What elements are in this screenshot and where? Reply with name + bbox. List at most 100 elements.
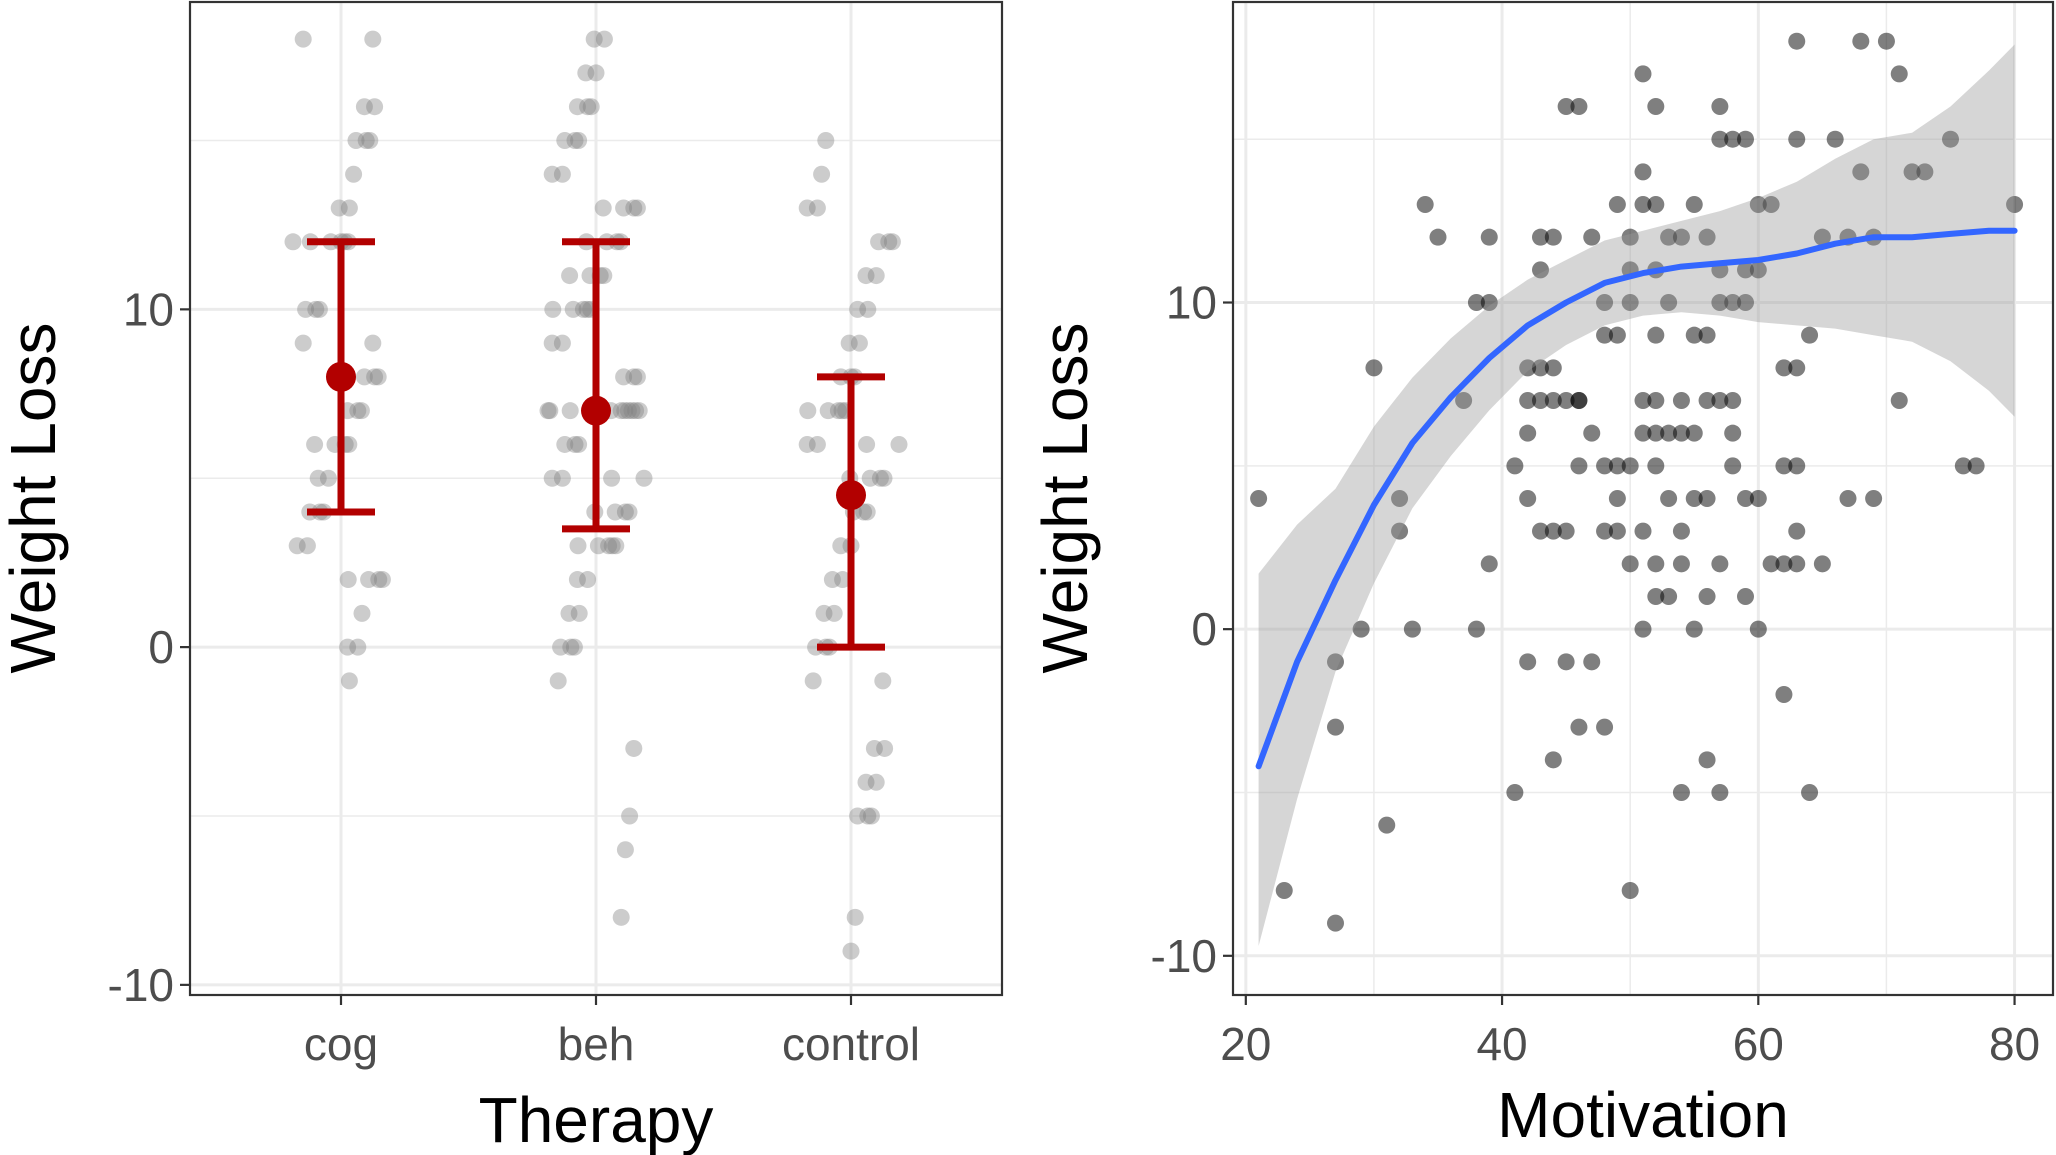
data-point	[360, 571, 378, 589]
data-point	[628, 368, 646, 386]
data-point	[306, 435, 324, 453]
data-point	[1711, 392, 1729, 410]
data-point	[349, 638, 367, 656]
data-point	[1698, 587, 1716, 605]
data-point	[1532, 522, 1549, 540]
right-smooth-layer	[1255, 44, 2018, 946]
data-point	[1608, 522, 1626, 540]
data-point	[600, 537, 618, 555]
data-point	[1544, 392, 1562, 410]
data-point	[862, 807, 880, 825]
motivation-chart: -10 0 10 20 40 60 80 Motivation Weight Loss	[1029, 0, 2055, 1151]
data-point	[1403, 620, 1421, 638]
data-point	[1544, 522, 1562, 540]
y-tick-label: -10	[108, 959, 174, 1011]
data-point	[1519, 359, 1537, 377]
data-point	[2006, 196, 2024, 214]
data-point	[865, 739, 883, 757]
data-point	[1724, 130, 1742, 148]
data-point	[355, 98, 373, 116]
data-point	[366, 98, 384, 116]
data-point	[799, 402, 817, 420]
data-point	[1532, 261, 1549, 279]
data-point	[595, 30, 613, 48]
data-point	[1608, 196, 1626, 214]
data-point	[1724, 457, 1742, 475]
data-point	[1634, 620, 1652, 638]
data-point	[603, 469, 621, 487]
data-point	[543, 165, 561, 183]
data-point	[1506, 457, 1524, 475]
data-point	[319, 469, 337, 487]
data-point	[1365, 359, 1383, 377]
data-point	[570, 604, 588, 622]
data-point	[870, 233, 888, 251]
data-point	[1480, 555, 1498, 573]
right-x-axis-title: Motivation	[1497, 1079, 1789, 1151]
data-point	[808, 435, 826, 453]
x-tick-label: beh	[558, 1018, 635, 1070]
data-point	[1557, 653, 1575, 671]
data-point	[1698, 490, 1716, 507]
data-point	[339, 571, 357, 589]
data-point	[606, 503, 624, 521]
data-point	[1544, 359, 1562, 377]
left-axis-ticks: -10 0 10 cog beh control	[108, 283, 921, 1070]
data-point	[1634, 163, 1652, 181]
data-point	[578, 300, 596, 318]
data-point	[612, 908, 630, 926]
data-point	[373, 571, 391, 589]
data-point	[1788, 130, 1806, 148]
x-tick-label: cog	[304, 1018, 378, 1070]
data-point	[1775, 555, 1793, 573]
data-point	[1647, 196, 1665, 214]
data-point	[577, 64, 595, 82]
data-point	[603, 537, 621, 555]
data-point	[339, 638, 357, 656]
data-point	[585, 30, 603, 48]
data-point	[1583, 228, 1601, 246]
data-point	[589, 537, 607, 555]
x-tick-label: 80	[1989, 1018, 2040, 1070]
data-point	[833, 402, 851, 420]
data-point	[1608, 326, 1626, 344]
data-point	[849, 807, 867, 825]
data-point	[1711, 555, 1729, 573]
data-point	[345, 165, 363, 183]
data-point	[340, 435, 358, 453]
data-point	[1647, 424, 1665, 442]
data-point	[366, 368, 384, 386]
data-point	[574, 300, 592, 318]
data-point	[543, 334, 561, 352]
data-point	[1737, 261, 1754, 279]
data-point	[815, 604, 833, 622]
data-point	[1467, 294, 1485, 312]
data-point	[566, 131, 584, 149]
data-point	[1596, 457, 1614, 475]
data-point	[1660, 294, 1678, 312]
smooth-line	[1255, 227, 2018, 770]
data-point	[817, 131, 835, 149]
mean-point	[581, 395, 611, 426]
data-point	[1391, 522, 1409, 540]
data-point	[1621, 228, 1639, 246]
data-point	[357, 131, 375, 149]
y-tick-label: 10	[123, 283, 174, 335]
data-point	[1480, 228, 1498, 246]
data-point	[539, 402, 557, 420]
data-point	[1544, 228, 1562, 246]
data-point	[1429, 228, 1447, 246]
right-data-points	[1250, 32, 2024, 932]
data-point	[1852, 32, 1870, 50]
data-point	[1327, 653, 1344, 671]
data-point	[861, 469, 879, 487]
data-point	[288, 537, 306, 555]
data-point	[880, 233, 898, 251]
data-point	[615, 368, 633, 386]
data-point	[849, 300, 867, 318]
data-point	[1916, 163, 1934, 181]
data-point	[850, 334, 868, 352]
data-point	[1954, 457, 1972, 475]
data-point	[297, 300, 315, 318]
data-point	[364, 30, 382, 48]
